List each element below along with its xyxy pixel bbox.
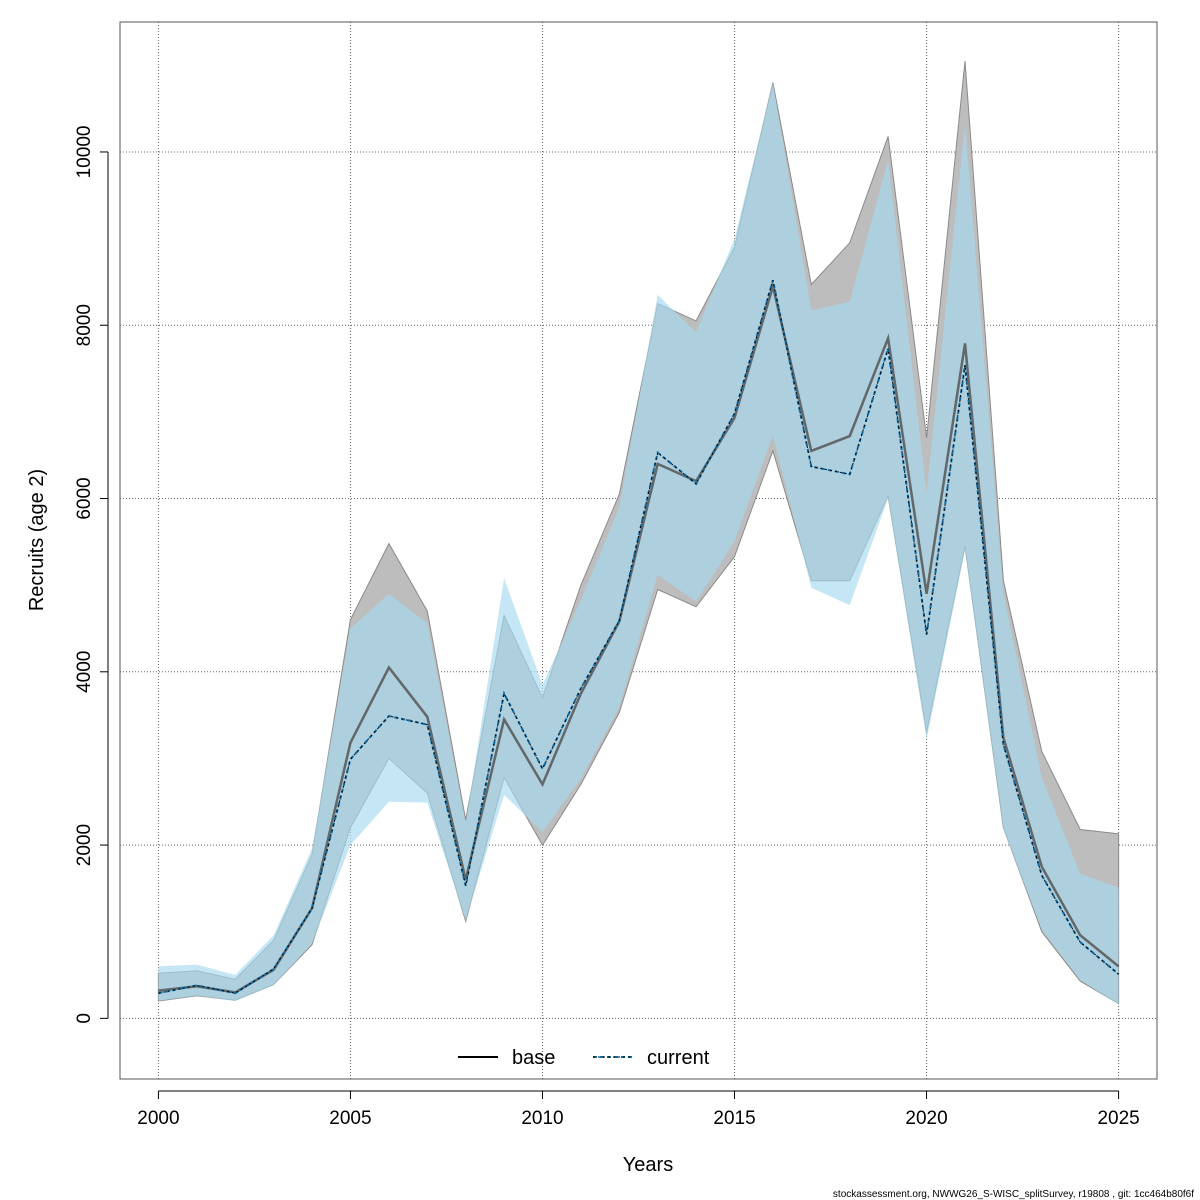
y-tick-label-2000: 2000 [74, 824, 95, 866]
legend-label-current: current [647, 1047, 710, 1069]
y-tick-label-10000: 10000 [74, 126, 95, 179]
axes: 2000 2005 2010 2015 2020 2025 0 2000 4000 6000 800… [74, 126, 1140, 1129]
line-current-overlay [158, 280, 1119, 994]
x-tick-label-2000: 2000 [137, 1108, 179, 1129]
legend: base current [458, 1047, 710, 1069]
x-tick-label-2015: 2015 [713, 1108, 755, 1129]
footer-caption: stockassessment.org, NWWG26_S-WISC_split… [833, 1189, 1194, 1200]
x-tick-label-2005: 2005 [329, 1108, 371, 1129]
line-base [158, 281, 1120, 994]
y-tick-label-8000: 8000 [74, 304, 95, 346]
legend-label-base: base [512, 1047, 555, 1069]
x-tick-label-2025: 2025 [1097, 1108, 1139, 1129]
x-axis-title: Years [623, 1154, 673, 1176]
series-lines [158, 279, 1120, 995]
y-tick-label-6000: 6000 [74, 477, 95, 519]
plot-frame [119, 21, 1158, 1080]
y-axis-title: Recruits (age 2) [26, 469, 48, 611]
y-tick-label-0: 0 [74, 1013, 95, 1024]
y-tick-label-4000: 4000 [74, 651, 95, 693]
x-tick-label-2020: 2020 [905, 1108, 947, 1129]
x-tick-label-2010: 2010 [521, 1108, 563, 1129]
